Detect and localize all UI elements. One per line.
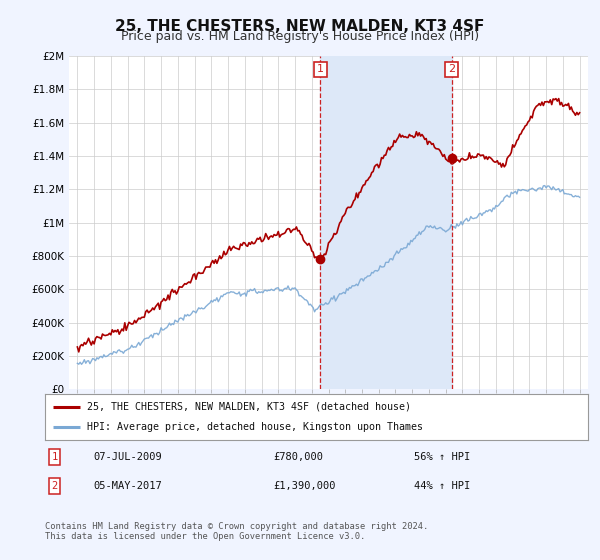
- Bar: [320, 56, 452, 389]
- Text: 44% ↑ HPI: 44% ↑ HPI: [414, 481, 470, 491]
- Text: 07-JUL-2009: 07-JUL-2009: [94, 452, 163, 462]
- Text: 2: 2: [52, 481, 58, 491]
- Text: 05-MAY-2017: 05-MAY-2017: [94, 481, 163, 491]
- Text: 2: 2: [448, 64, 455, 74]
- Text: 1: 1: [52, 452, 58, 462]
- Text: 1: 1: [317, 64, 324, 74]
- Text: Price paid vs. HM Land Registry's House Price Index (HPI): Price paid vs. HM Land Registry's House …: [121, 30, 479, 43]
- Text: 25, THE CHESTERS, NEW MALDEN, KT3 4SF (detached house): 25, THE CHESTERS, NEW MALDEN, KT3 4SF (d…: [88, 402, 412, 412]
- Text: £780,000: £780,000: [273, 452, 323, 462]
- Text: 25, THE CHESTERS, NEW MALDEN, KT3 4SF: 25, THE CHESTERS, NEW MALDEN, KT3 4SF: [115, 19, 485, 34]
- Text: £1,390,000: £1,390,000: [273, 481, 335, 491]
- Text: Contains HM Land Registry data © Crown copyright and database right 2024.
This d: Contains HM Land Registry data © Crown c…: [45, 522, 428, 542]
- Text: HPI: Average price, detached house, Kingston upon Thames: HPI: Average price, detached house, King…: [88, 422, 424, 432]
- Text: 56% ↑ HPI: 56% ↑ HPI: [414, 452, 470, 462]
